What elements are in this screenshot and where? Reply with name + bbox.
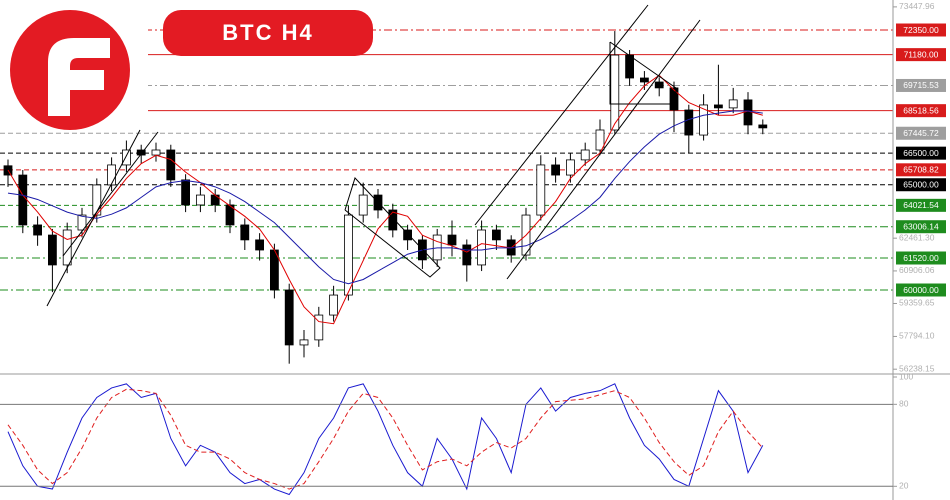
candle-body [566,159,575,176]
level-label: 69715.53 [903,80,939,90]
level-label: 61520.00 [903,253,939,263]
stochastic-line [7,388,764,490]
candle-body [728,99,738,109]
candle-body [595,129,605,151]
level-label: 72350.00 [903,25,939,35]
candle-body [462,244,472,266]
level-label-box [896,178,946,192]
channel-line [62,131,159,257]
candle-body [195,194,205,206]
candle-body [640,77,649,83]
level-label: 60000.00 [903,285,939,295]
candle-body [536,164,546,216]
candle-body [77,214,87,231]
channel-line [474,4,649,226]
level-label: 63006.14 [903,221,939,231]
y-tick-label: 57794.10 [899,331,935,341]
candle-body [18,174,28,226]
y-tick-label: 62461.30 [899,232,935,242]
candle-body [136,149,146,156]
candle-body [284,289,294,346]
candle-body [580,149,590,161]
candle-body [403,229,413,241]
candle-body [477,229,487,266]
logo-mark [48,38,110,116]
y-tick-label: 60906.06 [899,265,935,275]
level-label-box [896,163,946,177]
y-tick-label: 20 [899,481,909,491]
level-label-box [896,48,946,62]
trend-lines [46,4,701,307]
candle-body [684,109,694,136]
level-label-box [896,126,946,140]
logo [10,10,130,130]
candle-body [62,229,72,266]
level-label: 67445.72 [903,128,939,138]
channel-line [344,177,441,278]
level-label: 71180.00 [904,49,939,59]
y-tick-label: 100 [899,371,913,381]
plot [3,31,768,496]
candle-body [151,149,161,156]
candle-body [122,149,131,166]
y-tick-label: 80 [899,399,909,409]
candle-body [329,294,339,316]
candle-body [447,234,457,246]
candle-body [699,104,708,136]
candle-body [166,149,176,181]
level-label-box [896,104,946,118]
candle-body [33,224,42,236]
level-label: 65708.82 [903,165,939,175]
candle-body [314,314,324,341]
level-label-box [896,220,946,234]
level-label-box [896,251,946,265]
level-label: 68518.56 [903,105,939,115]
channel-line [506,19,701,280]
candle-body [491,229,501,241]
level-label-box [896,198,946,212]
level-label-box [896,146,946,160]
moving-average [7,110,763,285]
level-label-box [896,23,946,37]
candle-body [225,204,235,226]
candle-body [743,99,753,126]
stochastic-line [7,383,764,496]
channel-line [46,129,141,307]
candle-body [610,54,620,131]
y-tick-label: 73447.96 [899,1,935,11]
level-label: 64021.54 [903,200,939,210]
moving-average [7,74,763,325]
candle-body [551,164,560,176]
candle-body [625,54,634,79]
candle-body [358,194,368,216]
level-label: 65000.00 [903,179,939,189]
title-badge [163,10,373,56]
level-label: 66500.00 [903,148,939,158]
candle-body [210,194,220,206]
candle-body [299,339,309,346]
triangle [609,41,677,105]
candle-body [107,164,116,186]
level-label-box [896,78,946,92]
chart-title: BTC H4 [222,20,313,45]
candle-body [654,81,664,89]
candle-body [255,239,265,251]
candle-body [48,234,57,266]
candle-body [240,224,250,241]
candle-body [343,214,353,296]
candle-body [181,179,191,206]
level-label-box [896,283,946,297]
candle-body [388,209,398,231]
candle-body [714,104,723,109]
candle-body [758,124,768,129]
y-tick-label: 59359.65 [899,298,935,308]
candle-body [669,87,679,111]
y-tick-label: 56238.15 [899,363,935,373]
